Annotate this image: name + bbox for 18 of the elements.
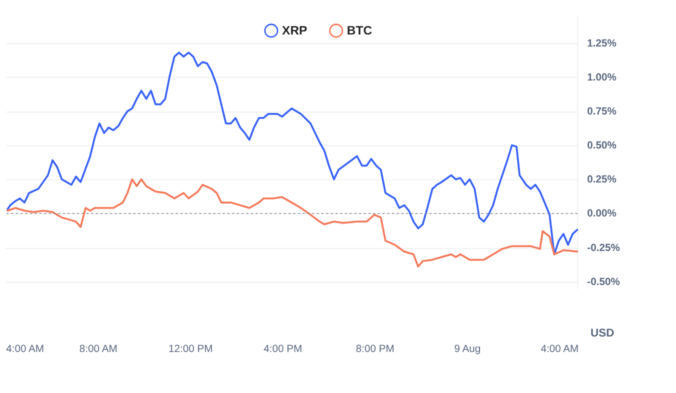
x-tick-label: 9 Aug [454,344,481,355]
x-tick-label: 4:00 AM [540,344,579,355]
y-tick-label: -0.50% [587,276,620,288]
x-tick-label: 8:00 PM [356,344,394,355]
y-tick-label: 0.75% [587,106,616,118]
legend-label: XRP [282,23,308,38]
text: USD [590,327,614,340]
x-tick-label: 8:00 AM [79,344,118,355]
x-tick-label: 4:00 AM [6,344,44,355]
y-tick-label: 1.25% [587,38,616,50]
y-tick-label: 0.50% [587,140,616,152]
y-tick-label: 0.00% [587,208,616,220]
y-tick-label: -0.25% [587,242,620,254]
x-tick-label: 12:00 PM [168,344,213,355]
legend-label: BTC [346,23,372,38]
y-tick-label: 1.00% [587,72,616,84]
x-tick-label: 4:00 PM [264,344,302,355]
y-tick-label: 0.25% [587,174,616,186]
